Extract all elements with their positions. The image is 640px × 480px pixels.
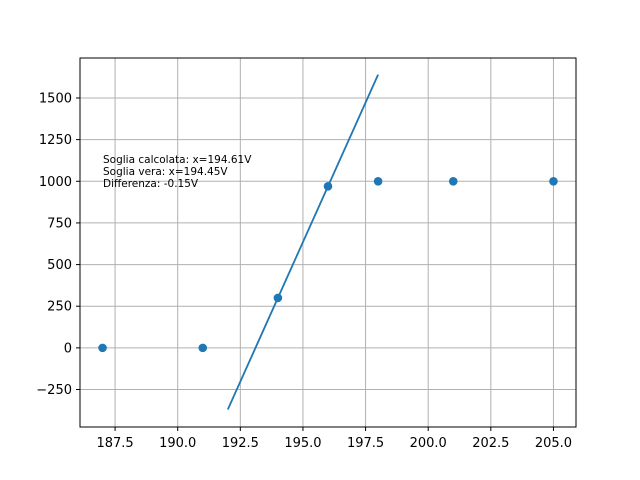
x-tick-label: 205.0: [535, 436, 572, 451]
y-tick-label: 1500: [39, 91, 72, 106]
x-tick-label: 200.0: [410, 436, 447, 451]
annotation-line-1: Soglia calcolata: x=194.61V: [103, 154, 252, 166]
data-point: [98, 343, 107, 353]
axis-ticks: 187.5 190.0 192.5 195.0 197.5 200.0 202.5 205.0…: [36, 91, 572, 451]
y-tick-label: 750: [47, 216, 72, 231]
y-tick-label: 0: [64, 341, 72, 356]
data-point: [323, 181, 333, 191]
x-tick-label: 195.0: [284, 436, 321, 451]
fit-line: [226, 74, 379, 410]
data-points: [98, 176, 558, 353]
x-tick-label: 197.5: [347, 436, 384, 451]
data-point: [198, 343, 208, 353]
annotation-box: Soglia calcolata: x=194.61V Soglia vera:…: [103, 154, 252, 190]
x-tick-label: 190.0: [159, 436, 196, 451]
x-tick-label: 192.5: [222, 436, 259, 451]
annotation-line-3: Differenza: -0.15V: [103, 178, 199, 190]
data-point: [373, 176, 383, 186]
y-tick-label: −250: [36, 383, 72, 398]
y-tick-label: 1000: [39, 175, 72, 190]
data-point: [549, 176, 558, 186]
data-point: [273, 293, 283, 303]
y-tick-label: 500: [47, 258, 72, 273]
annotation-line-2: Soglia vera: x=194.45V: [103, 166, 228, 178]
data-point: [448, 176, 458, 186]
y-tick-label: 1250: [39, 133, 72, 148]
fit-line-path: [226, 74, 379, 410]
plot-frame: [79, 57, 577, 428]
y-tick-label: 250: [47, 300, 72, 315]
x-tick-label: 202.5: [472, 436, 509, 451]
x-tick-label: 187.5: [96, 436, 133, 451]
grid-lines: [80, 58, 576, 427]
